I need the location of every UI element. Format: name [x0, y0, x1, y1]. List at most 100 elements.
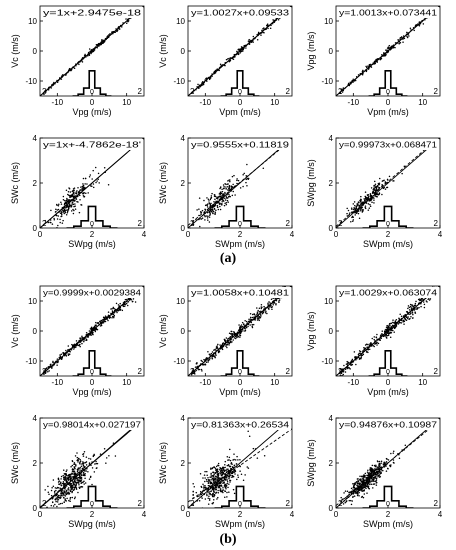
data-point	[213, 494, 216, 496]
data-point	[392, 321, 394, 324]
data-point	[239, 336, 241, 338]
data-point	[84, 177, 87, 180]
data-point	[67, 353, 69, 355]
data-point	[372, 487, 374, 489]
data-point	[56, 499, 59, 501]
data-point	[204, 486, 207, 489]
data-point	[223, 200, 225, 202]
data-point	[349, 499, 352, 502]
corner-label-right: 2	[286, 367, 291, 376]
data-point	[238, 324, 240, 326]
data-point	[226, 496, 228, 498]
data-point	[59, 355, 62, 358]
data-point	[219, 468, 221, 471]
data-point	[69, 196, 71, 199]
data-point	[216, 196, 218, 198]
data-point	[200, 486, 203, 489]
data-point	[353, 486, 356, 489]
data-point	[231, 474, 234, 477]
data-point	[200, 493, 203, 496]
data-point	[367, 209, 370, 211]
data-point	[57, 205, 60, 207]
data-point	[69, 487, 72, 489]
data-point	[60, 215, 62, 218]
data-point	[214, 353, 217, 355]
corner-label-right: 2	[434, 367, 439, 376]
data-point	[216, 468, 219, 471]
data-point	[207, 215, 209, 218]
data-point	[204, 363, 207, 365]
data-point	[64, 498, 66, 500]
data-point	[47, 485, 49, 488]
data-point	[362, 69, 364, 72]
corner-label-left: 2	[338, 367, 343, 376]
data-point	[129, 298, 132, 301]
x-tick-label: 0	[334, 230, 339, 239]
data-point	[73, 189, 75, 192]
data-point	[62, 481, 65, 483]
data-point	[215, 469, 217, 471]
data-point	[61, 491, 63, 493]
data-point	[217, 208, 220, 211]
data-point	[195, 369, 197, 372]
data-point	[207, 478, 210, 481]
data-point	[95, 467, 98, 470]
data-point	[235, 463, 238, 465]
equation-label: y=1.0013x+0.073441	[339, 9, 438, 18]
data-point	[64, 487, 66, 490]
data-point	[71, 343, 73, 346]
data-point	[64, 493, 67, 495]
data-point	[358, 352, 360, 355]
y-tick-label: 0	[329, 327, 334, 336]
data-point	[413, 309, 416, 311]
data-point	[209, 493, 211, 495]
data-point	[104, 317, 106, 319]
data-point	[211, 488, 214, 491]
data-point	[94, 324, 96, 326]
data-point	[278, 299, 281, 301]
data-point	[239, 332, 242, 335]
data-point	[82, 183, 84, 185]
data-point	[50, 494, 53, 497]
data-point	[249, 324, 251, 326]
regression-line	[40, 418, 144, 508]
data-point	[223, 185, 225, 188]
data-point	[71, 201, 74, 203]
data-point	[227, 338, 229, 340]
data-point	[256, 319, 259, 321]
data-point	[78, 457, 80, 460]
data-point	[72, 199, 74, 202]
data-point	[51, 223, 54, 225]
data-point	[103, 41, 106, 43]
data-point	[49, 221, 51, 224]
x-tick-label: 2	[386, 510, 391, 519]
data-point	[373, 202, 375, 204]
data-point	[220, 473, 222, 475]
data-point	[360, 198, 362, 201]
data-point	[221, 188, 223, 191]
data-point	[104, 320, 107, 323]
panel-label-a: (a)	[220, 251, 237, 266]
data-point	[199, 211, 202, 213]
data-point	[369, 192, 372, 195]
data-point	[375, 468, 378, 470]
data-point	[239, 458, 241, 461]
data-point	[232, 339, 234, 341]
data-point	[227, 185, 229, 188]
data-point	[371, 470, 373, 472]
data-point	[387, 459, 390, 461]
data-point	[63, 203, 66, 206]
data-point	[278, 300, 280, 302]
data-point	[216, 479, 218, 481]
data-point	[207, 484, 210, 487]
data-point	[229, 179, 231, 181]
data-point	[70, 477, 72, 479]
data-point	[211, 357, 213, 359]
data-point	[205, 361, 208, 364]
data-point	[217, 462, 220, 465]
data-point	[241, 326, 243, 328]
data-point	[71, 490, 74, 493]
data-point	[362, 496, 365, 499]
residual-histogram	[368, 350, 408, 376]
